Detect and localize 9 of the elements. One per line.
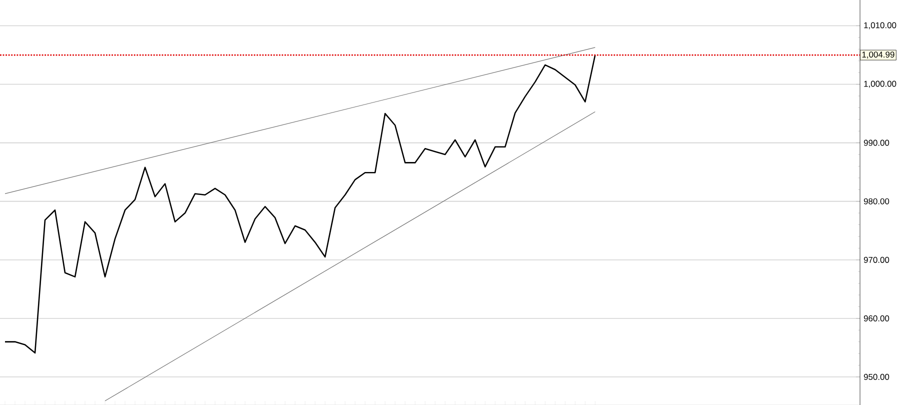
- y-tick-label: 970.00: [864, 256, 890, 263]
- y-tick-label: 960.00: [864, 315, 890, 322]
- line-series: [4, 54, 596, 354]
- y-tick-label: 1,010.00: [864, 22, 896, 30]
- y-tick-label: 980.00: [864, 198, 890, 204]
- y-tick-label: 1,000.00: [864, 80, 896, 88]
- y-tick-label: 950.00: [864, 374, 890, 380]
- y-tick-label: 990.00: [864, 140, 890, 146]
- ref-line-label: 1,004.99: [862, 52, 894, 59]
